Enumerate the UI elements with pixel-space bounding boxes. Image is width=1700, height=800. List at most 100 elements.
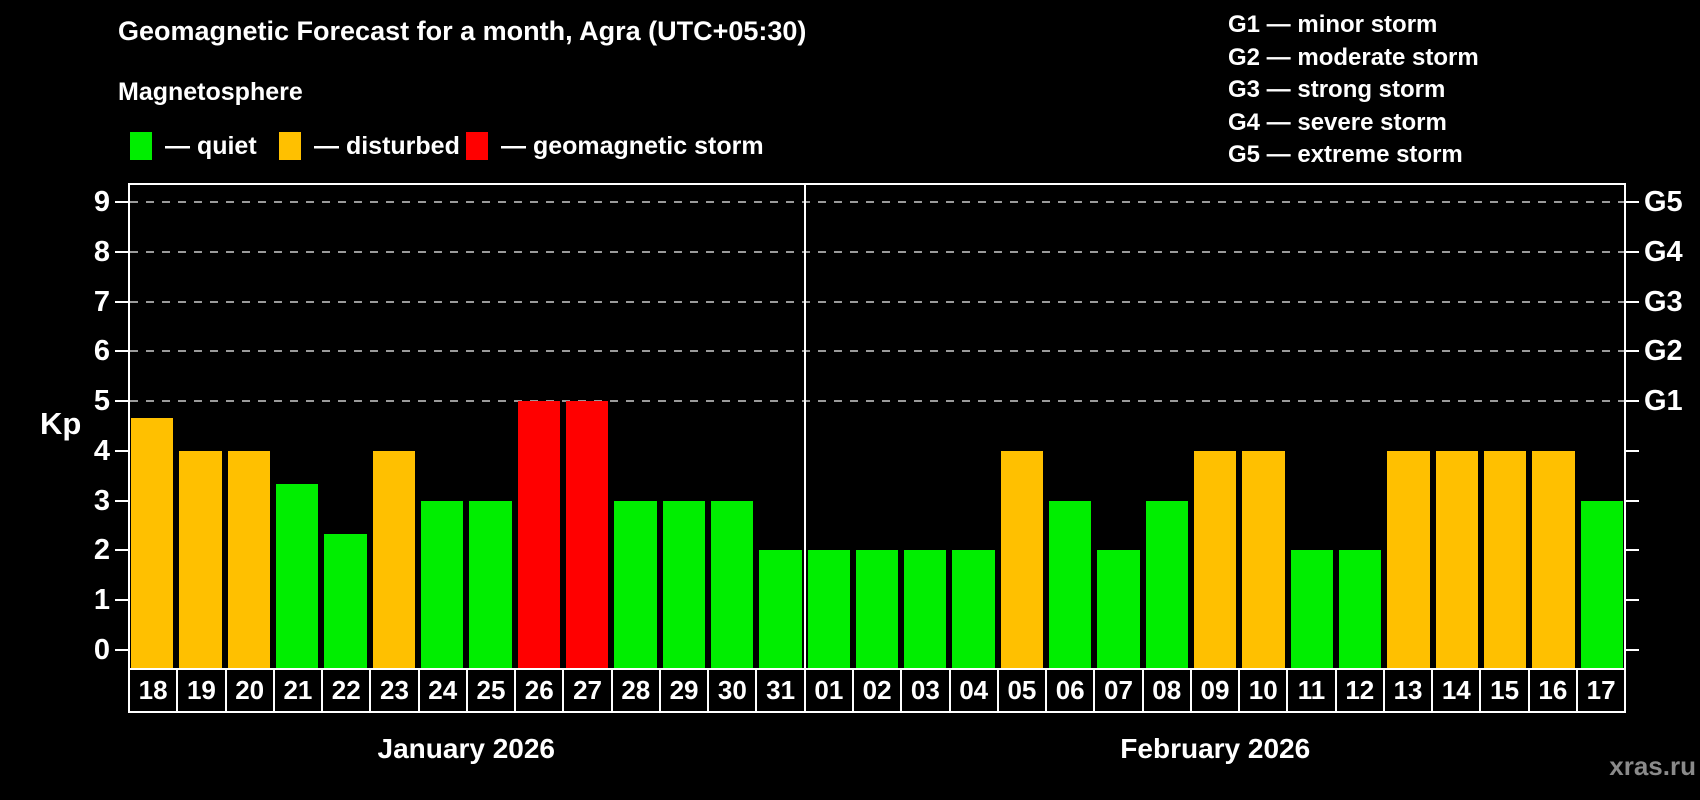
kp-bar-12 — [1339, 550, 1382, 668]
kp-bar-05 — [1000, 450, 1044, 668]
kp-bar-25 — [469, 500, 512, 668]
day-label-26: 26 — [514, 668, 565, 713]
plot-area — [128, 183, 1626, 668]
gridline-kp7 — [130, 300, 1624, 303]
kp-bar-30 — [710, 500, 754, 668]
right-tick-kp3 — [1626, 499, 1639, 502]
day-label-02: 02 — [851, 668, 903, 713]
kp-bar-11 — [1290, 550, 1334, 668]
left-tick-kp1 — [115, 599, 128, 602]
left-tick-kp0 — [115, 649, 128, 651]
left-tick-kp3 — [115, 499, 128, 502]
kp-bar-08 — [1145, 500, 1189, 668]
y-tick-label-4: 4 — [93, 434, 110, 467]
day-label-27: 27 — [562, 668, 613, 713]
legend-item-storm: — geomagnetic storm — [466, 131, 764, 161]
day-label-03: 03 — [900, 668, 951, 713]
quiet-color-swatch — [130, 132, 152, 160]
right-axis-label-g3: G3 — [1644, 285, 1683, 318]
legend-label-disturbed: — disturbed — [314, 131, 460, 160]
watermark: xras.ru — [1609, 751, 1696, 781]
chart-title: Geomagnetic Forecast for a month, Agra (… — [118, 16, 807, 46]
y-tick-label-2: 2 — [93, 534, 110, 567]
day-label-16: 16 — [1527, 668, 1578, 713]
right-axis-label-g2: G2 — [1644, 335, 1683, 368]
right-axis-label-g1: G1 — [1644, 385, 1683, 418]
kp-bar-18 — [131, 417, 174, 668]
g-scale-legend: G1 — minor storm G2 — moderate storm G3 … — [1228, 9, 1479, 172]
day-label-17: 17 — [1575, 668, 1627, 713]
day-label-19: 19 — [176, 668, 227, 713]
left-tick-kp8 — [115, 250, 128, 253]
kp-bar-02 — [855, 550, 899, 668]
right-tick-kp4 — [1626, 449, 1639, 452]
gridline-kp8 — [130, 250, 1624, 253]
right-tick-kp6 — [1626, 350, 1639, 353]
kp-bar-22 — [324, 534, 367, 668]
y-tick-label-6: 6 — [93, 335, 110, 368]
legend-item-quiet: — quiet — [130, 131, 257, 161]
y-tick-label-9: 9 — [93, 185, 110, 218]
day-label-23: 23 — [369, 668, 420, 713]
y-tick-label-7: 7 — [93, 285, 110, 318]
kp-bar-31 — [759, 550, 802, 668]
gridline-kp6 — [130, 350, 1624, 353]
kp-bar-15 — [1484, 450, 1527, 668]
storm-color-swatch — [466, 132, 488, 160]
gridline-kp5 — [130, 400, 1624, 403]
left-tick-kp2 — [115, 549, 128, 552]
day-label-22: 22 — [321, 668, 372, 713]
left-tick-kp6 — [115, 350, 128, 353]
legend-label-quiet: — quiet — [165, 131, 257, 160]
g1-legend-line: G1 — minor storm — [1228, 11, 1438, 38]
right-axis-label-g5: G5 — [1644, 185, 1683, 218]
y-tick-label-8: 8 — [93, 235, 110, 268]
day-label-21: 21 — [272, 668, 324, 713]
right-tick-kp2 — [1626, 549, 1639, 552]
day-label-12: 12 — [1334, 668, 1385, 713]
month-label-january: January 2026 — [377, 733, 555, 764]
kp-bar-28 — [614, 500, 657, 668]
y-tick-label-0: 0 — [93, 634, 110, 666]
right-tick-kp0 — [1626, 649, 1639, 651]
kp-bar-24 — [420, 500, 464, 668]
kp-bar-16 — [1532, 450, 1575, 668]
left-tick-kp7 — [115, 300, 128, 303]
chart-subtitle: Magnetosphere — [118, 78, 303, 106]
kp-bar-29 — [662, 500, 705, 668]
kp-bar-21 — [275, 484, 319, 668]
legend-item-disturbed: — disturbed — [279, 131, 460, 161]
kp-bar-20 — [227, 450, 270, 668]
day-label-09: 09 — [1189, 668, 1241, 713]
plot-frame — [128, 183, 1626, 668]
month-label-february: February 2026 — [1120, 733, 1311, 764]
day-label-29: 29 — [658, 668, 710, 713]
kp-bar-13 — [1387, 450, 1430, 668]
kp-bar-27 — [565, 401, 609, 668]
day-label-18: 18 — [128, 668, 179, 713]
day-label-11: 11 — [1286, 668, 1337, 713]
day-label-07: 07 — [1093, 668, 1144, 713]
right-tick-kp9 — [1626, 200, 1639, 203]
day-label-10: 10 — [1238, 668, 1289, 713]
day-label-13: 13 — [1382, 668, 1434, 713]
disturbed-color-swatch — [279, 132, 301, 160]
day-label-15: 15 — [1479, 668, 1530, 713]
left-tick-kp4 — [115, 449, 128, 452]
right-tick-kp5 — [1626, 400, 1639, 403]
day-label-31: 31 — [755, 668, 806, 713]
y-tick-label-1: 1 — [93, 584, 110, 617]
kp-bar-09 — [1194, 450, 1237, 668]
gridline-kp9 — [130, 200, 1624, 203]
right-tick-kp7 — [1626, 300, 1639, 303]
right-axis-label-g4: G4 — [1644, 235, 1683, 268]
day-label-06: 06 — [1045, 668, 1096, 713]
kp-bar-26 — [517, 401, 560, 668]
day-label-20: 20 — [224, 668, 275, 713]
g2-legend-line: G2 — moderate storm — [1228, 43, 1479, 71]
kp-bar-03 — [904, 550, 947, 668]
right-tick-kp1 — [1626, 599, 1639, 602]
g3-legend-line: G3 — strong storm — [1228, 76, 1446, 103]
g5-legend-line: G5 — extreme storm — [1228, 141, 1463, 168]
day-label-04: 04 — [948, 668, 999, 713]
